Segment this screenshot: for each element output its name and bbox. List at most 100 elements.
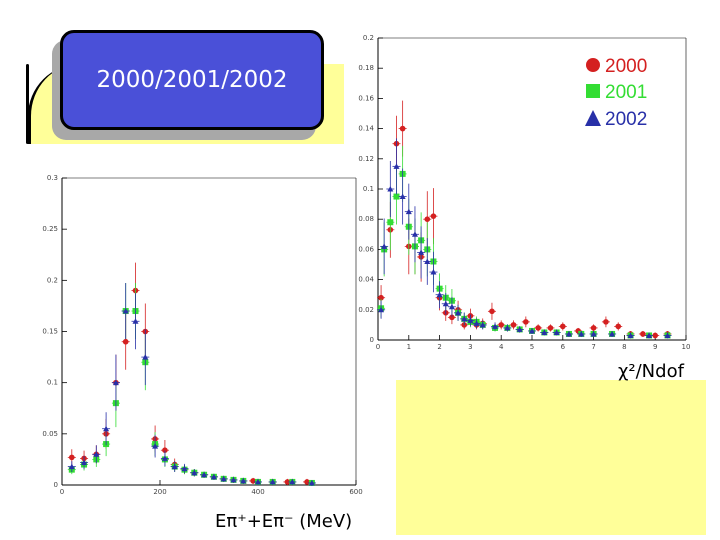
chart1-y-tick-label: 0.15 bbox=[42, 328, 58, 336]
chart2-point-2002 bbox=[455, 309, 462, 316]
chart1-point-2002 bbox=[171, 463, 178, 470]
chart1-x-tick-label: 0 bbox=[60, 488, 64, 496]
chart2-point-2002 bbox=[442, 300, 449, 307]
chart2-point-2002 bbox=[590, 330, 597, 337]
title-badge-text: 2000/2001/2002 bbox=[96, 67, 288, 93]
chart1-point-2002 bbox=[122, 308, 129, 314]
chart2-point-2002 bbox=[504, 324, 511, 331]
chart2-point-2000 bbox=[430, 213, 437, 219]
chart1-point-2002 bbox=[255, 478, 261, 485]
chart1-point-2002 bbox=[81, 459, 88, 465]
chart2-point-2001 bbox=[387, 219, 394, 226]
chart2-point-2002 bbox=[448, 303, 455, 310]
chart1-point-2002 bbox=[152, 443, 159, 449]
chart2-x-tick-label: 1 bbox=[407, 343, 411, 351]
chart2-x-tick-label: 2 bbox=[437, 343, 441, 351]
chart2-x-tick-label: 8 bbox=[622, 343, 626, 351]
chart2-y-tick-label: 0.02 bbox=[358, 306, 374, 314]
chart2-point-2000 bbox=[560, 323, 566, 330]
chart1-point-2000 bbox=[284, 479, 291, 485]
chart2-x-tick-label: 5 bbox=[530, 343, 534, 351]
chart2-point-2002 bbox=[399, 193, 406, 200]
chart2-x-tick-label: 3 bbox=[468, 343, 472, 351]
chart1-point-2002 bbox=[230, 476, 237, 483]
chart2-point-2000 bbox=[523, 319, 529, 325]
chart1-point-2002 bbox=[132, 318, 139, 324]
chart2-y-tick-label: 0.14 bbox=[358, 125, 374, 133]
chart2-point-2002 bbox=[578, 330, 585, 337]
chart1-point-2002 bbox=[269, 478, 276, 485]
chart2-point-2000 bbox=[652, 332, 658, 339]
chart2-point-2000 bbox=[449, 314, 455, 321]
chart2-point-2002 bbox=[430, 269, 437, 275]
chart2-point-2002 bbox=[492, 323, 499, 329]
chart1-point-2002 bbox=[161, 455, 168, 461]
chart2-x-tick-label: 9 bbox=[653, 343, 657, 351]
chart2-x-tick-label: 7 bbox=[591, 343, 595, 351]
chart2-point-2002 bbox=[461, 315, 468, 322]
chart2-point-2002 bbox=[405, 208, 412, 215]
chart2-point-2002 bbox=[553, 329, 560, 335]
legend: 2000 2001 2002 bbox=[585, 56, 647, 130]
chart2-point-2000 bbox=[547, 325, 554, 331]
chart2-point-2000 bbox=[603, 319, 609, 325]
chart2-point-2002 bbox=[516, 326, 523, 332]
title-badge: 2000/2001/2002 bbox=[60, 30, 324, 130]
legend-marker-2002 bbox=[585, 110, 601, 126]
chart2-point-2000 bbox=[399, 125, 406, 132]
legend-marker-2001 bbox=[586, 84, 600, 98]
chart1-point-2002 bbox=[289, 478, 296, 485]
chart1-y-tick-label: 0.05 bbox=[42, 430, 58, 438]
chart2-point-2000 bbox=[535, 325, 541, 331]
chart2-x-tick-label: 10 bbox=[682, 343, 691, 351]
legend-label-2002: 2002 bbox=[605, 109, 647, 130]
chart2-x-axis-title: χ²/Ndof bbox=[618, 361, 685, 382]
energy-spectrum-chart: 0 0.05 0.1 0.15 0.2 0.25 0.3 0 200 400 600 bbox=[42, 174, 362, 496]
chart2-point-2002 bbox=[387, 186, 394, 192]
chart2-y-tick-label: 0.04 bbox=[358, 276, 374, 284]
chart1-point-2002 bbox=[191, 469, 198, 476]
chart2-y-tick-label: 0.16 bbox=[358, 94, 374, 102]
chart1-y-tick-label: 0.1 bbox=[47, 379, 58, 387]
chart2-point-2002 bbox=[378, 306, 385, 313]
left-highlight-edge bbox=[26, 64, 29, 144]
legend-label-2000: 2000 bbox=[605, 56, 647, 77]
chart2-x-tick-label: 6 bbox=[561, 343, 566, 351]
chart2-point-2000 bbox=[424, 216, 431, 222]
legend-label-2001: 2001 bbox=[605, 82, 647, 103]
chart2-y-tick-label: 0 bbox=[370, 336, 374, 344]
chart2-background bbox=[344, 30, 698, 350]
chart2-point-2002 bbox=[664, 332, 671, 338]
chart1-point-2000 bbox=[122, 338, 129, 345]
right-highlight-panel bbox=[396, 380, 706, 535]
chart2-point-2002 bbox=[411, 231, 418, 237]
chart2-point-2002 bbox=[381, 243, 388, 249]
chart1-point-2002 bbox=[220, 475, 227, 482]
chart1-y-tick-label: 0.25 bbox=[42, 225, 58, 233]
chart1-background bbox=[30, 165, 350, 505]
chart2-point-2002 bbox=[541, 329, 548, 335]
chart2-point-2002 bbox=[565, 330, 572, 337]
chart1-x-tick-label: 400 bbox=[251, 488, 264, 496]
chart1-point-2002 bbox=[103, 425, 110, 432]
chart1-point-2002 bbox=[142, 354, 149, 360]
chart1-x-tick-label: 200 bbox=[153, 488, 166, 496]
chart2-point-2001 bbox=[393, 193, 400, 200]
chi2-distribution-chart: 0 0.02 0.04 0.06 0.08 0.1 0.12 0.14 0.16 0.18 0.2 0… bbox=[358, 34, 690, 351]
chart2-point-2000 bbox=[640, 331, 646, 337]
chart2-y-tick-label: 0.12 bbox=[358, 155, 374, 163]
legend-marker-2000 bbox=[586, 58, 600, 72]
chart2-point-2000 bbox=[615, 323, 622, 330]
chart1-point-2002 bbox=[240, 477, 247, 484]
chart2-y-tick-label: 0.18 bbox=[358, 64, 374, 72]
chart2-point-2000 bbox=[590, 325, 597, 331]
chart2-point-2000 bbox=[378, 294, 384, 301]
chart1-point-2002 bbox=[308, 479, 315, 486]
chart1-point-2000 bbox=[69, 454, 75, 461]
chart2-y-tick-label: 0.2 bbox=[363, 34, 374, 42]
chart2-y-tick-label: 0.1 bbox=[363, 185, 374, 193]
chart2-point-2000 bbox=[498, 322, 505, 328]
chart1-x-axis-title: Eπ⁺+Eπ⁻ (MeV) bbox=[215, 511, 352, 532]
chart2-point-2002 bbox=[479, 321, 486, 328]
chart1-y-tick-label: 0 bbox=[54, 481, 58, 489]
